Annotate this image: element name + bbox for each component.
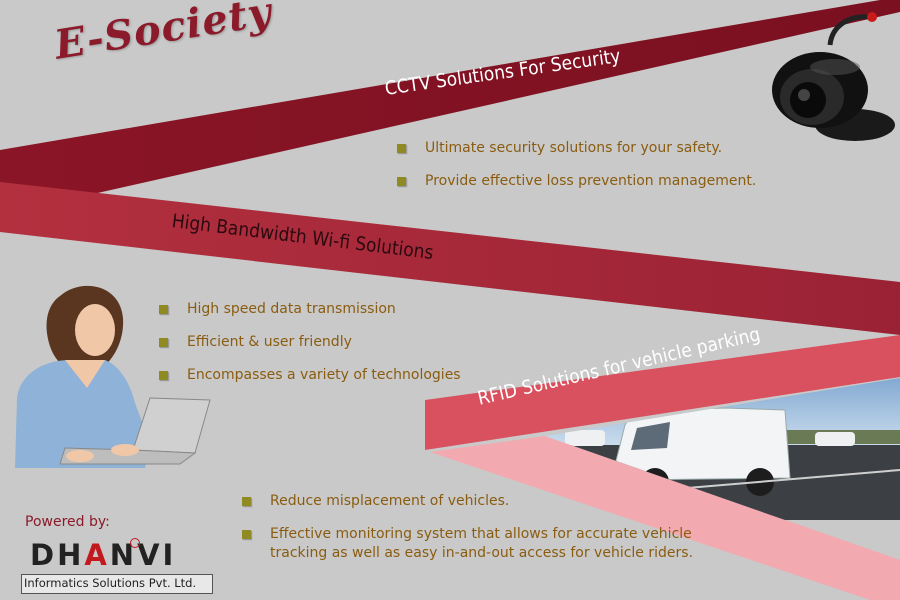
cctv-band <box>0 0 900 215</box>
rfid-band <box>425 335 900 450</box>
list-item-text: Reduce misplacement of vehicles. <box>270 493 510 509</box>
list-item-text: Provide effective loss prevention manage… <box>425 173 757 189</box>
list-item: Provide effective loss prevention manage… <box>395 172 756 191</box>
bullet-icon <box>159 371 168 380</box>
bullet-icon <box>242 497 251 506</box>
powered-by-label: Powered by: <box>25 514 110 530</box>
bullet-icon <box>159 305 168 314</box>
bullet-icon <box>397 177 406 186</box>
registered-icon <box>130 538 140 548</box>
logo-text-start: DH <box>30 538 85 572</box>
list-item-text: Efficient & user friendly <box>187 334 352 350</box>
list-item-text: Encompasses a variety of technologies <box>187 367 461 383</box>
woman-laptop-image <box>15 285 211 468</box>
logo-subtitle-box <box>21 574 213 594</box>
list-item: Reduce misplacement of vehicles. <box>240 492 710 511</box>
list-item: Efficient & user friendly <box>157 333 461 352</box>
list-item: Ultimate security solutions for your saf… <box>395 139 756 158</box>
cctv-camera-image <box>772 12 895 141</box>
wifi-list: High speed data transmission Efficient &… <box>157 300 461 399</box>
bullet-icon <box>397 144 406 153</box>
parking-lot-van-image <box>545 378 900 520</box>
wifi-band <box>0 182 900 335</box>
pale-band <box>430 436 900 600</box>
company-logo: DHANVI <box>30 538 176 572</box>
list-item: Encompasses a variety of technologies <box>157 366 461 385</box>
list-item-text: Ultimate security solutions for your saf… <box>425 140 723 156</box>
logo-text-end: NVI <box>109 538 177 572</box>
logo-text-accent: A <box>84 538 110 572</box>
list-item: High speed data transmission <box>157 300 461 319</box>
list-item-text: High speed data transmission <box>187 301 396 317</box>
rfid-list: Reduce misplacement of vehicles. Effecti… <box>240 492 710 577</box>
bullet-icon <box>159 338 168 347</box>
logo-subtitle: Informatics Solutions Pvt. Ltd. <box>24 576 197 590</box>
cctv-list: Ultimate security solutions for your saf… <box>395 139 756 205</box>
list-item-text: Effective monitoring system that allows … <box>270 526 694 561</box>
bullet-icon <box>242 530 251 539</box>
list-item: Effective monitoring system that allows … <box>240 525 710 563</box>
